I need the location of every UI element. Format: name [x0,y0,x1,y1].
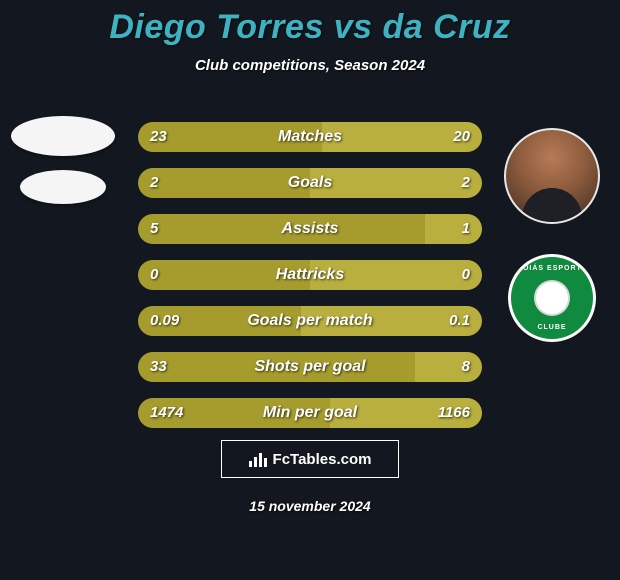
stat-label: Goals per match [138,306,482,336]
stat-label: Shots per goal [138,352,482,382]
right-club-badge: GOIÁS ESPORTE CLUBE [508,254,596,342]
stat-label: Assists [138,214,482,244]
footer-date: 15 november 2024 [0,498,620,514]
stat-label: Min per goal [138,398,482,428]
fctables-logo: FcTables.com [221,440,399,478]
player-left-name: Diego Torres [109,8,323,46]
footer-site-name: FcTables.com [273,451,372,468]
stat-row: 2320Matches [138,122,482,152]
stat-row: 0.090.1Goals per match [138,306,482,336]
stat-row: 00Hattricks [138,260,482,290]
stat-row: 22Goals [138,168,482,198]
stat-row: 51Assists [138,214,482,244]
stat-row: 338Shots per goal [138,352,482,382]
title-vs: vs [334,8,373,46]
club-badge-ball-icon [534,280,570,316]
bars-icon [249,451,267,467]
stats-bars-area: 2320Matches 22Goals 51Assists 00Hattricks 0.… [138,122,482,444]
left-player-avatar-placeholder [11,116,115,156]
right-player-column: GOIÁS ESPORTE CLUBE [502,128,602,342]
player-right-name: da Cruz [383,8,511,46]
stat-label: Hattricks [138,260,482,290]
left-player-column [8,116,118,204]
left-club-badge-placeholder [20,170,106,204]
right-player-avatar [504,128,600,224]
comparison-title: Diego Torres vs da Cruz [0,0,620,47]
stat-label: Matches [138,122,482,152]
club-badge-text-bottom: CLUBE [511,324,593,331]
stat-label: Goals [138,168,482,198]
stat-row: 14741166Min per goal [138,398,482,428]
subtitle: Club competitions, Season 2024 [0,57,620,74]
